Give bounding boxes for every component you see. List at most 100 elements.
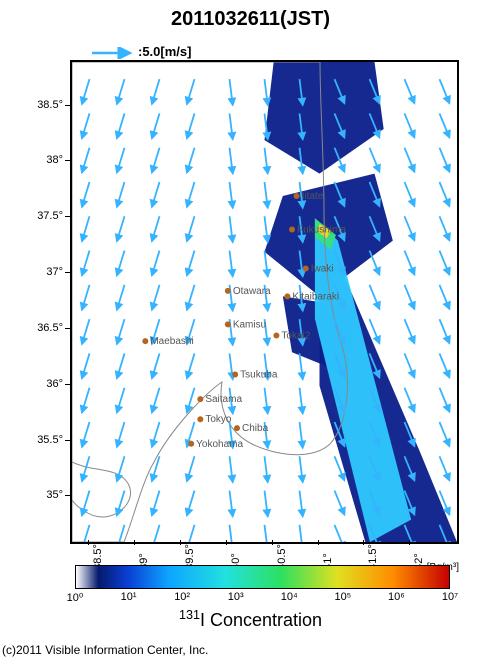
coastline-path: [72, 462, 131, 517]
y-tick: 37°: [23, 266, 63, 278]
wind-arrow: [152, 456, 160, 481]
wind-arrow: [405, 216, 415, 240]
wind-arrow: [152, 388, 160, 413]
figure-title: 2011032611(JST): [0, 8, 501, 31]
wind-arrow: [370, 148, 380, 172]
wind-arrow: [82, 388, 90, 413]
wind-arrow: [187, 456, 195, 481]
wind-arrow: [82, 285, 90, 310]
wind-arrow: [152, 353, 160, 378]
city-dot: [225, 288, 231, 294]
wind-arrow: [405, 319, 415, 343]
wind-arrow: [300, 353, 303, 379]
wind-arrow: [230, 353, 233, 379]
wind-arrow: [440, 353, 450, 377]
wind-arrow: [405, 251, 415, 275]
wind-arrow: [187, 388, 195, 413]
city-label: Otawara: [233, 286, 271, 297]
city-label: Maebashi: [150, 336, 193, 347]
wind-arrow: [440, 319, 450, 343]
city-label: Yokohama: [196, 439, 243, 450]
city-dot: [232, 372, 238, 378]
wind-arrow: [335, 491, 345, 515]
wind-arrow: [82, 148, 90, 173]
city-dot: [225, 321, 231, 327]
wind-arrow: [265, 182, 268, 208]
wind-arrow: [405, 182, 415, 206]
wind-arrow: [370, 285, 380, 309]
wind-arrow: [152, 525, 160, 542]
y-tick: 38.5°: [23, 99, 63, 111]
wind-arrow: [405, 353, 415, 377]
city-dot: [289, 226, 295, 232]
wind-arrow: [405, 148, 415, 172]
wind-arrow: [265, 216, 268, 242]
wind-arrow: [82, 353, 90, 378]
wind-arrow: [440, 79, 450, 103]
colorbar-ticks: 10⁰10¹10²10³10⁴10⁵10⁶10⁷: [75, 591, 450, 607]
wind-arrow: [405, 113, 415, 137]
wind-arrow: [230, 251, 233, 277]
city-label: Kitaibaraki: [292, 291, 339, 302]
city-dot: [188, 441, 194, 447]
wind-arrow: [117, 525, 125, 542]
map-frame: IitateFukushimaIwakiOtawaraKitaibarakiKa…: [70, 60, 459, 544]
y-tick: 35°: [23, 489, 63, 501]
city-label: Chiba: [242, 423, 269, 434]
city-dot: [303, 266, 309, 272]
figure-root: 2011032611(JST) :5.0[m/s] IitateFukushim…: [0, 0, 501, 659]
colorbar-tick: 10⁶: [388, 591, 405, 603]
wind-arrow: [152, 182, 160, 207]
wind-arrow: [187, 79, 195, 104]
axis-title: 131I Concentration: [0, 608, 501, 631]
wind-arrow: [187, 353, 195, 378]
wind-arrow: [230, 113, 233, 139]
wind-arrow: [117, 422, 125, 447]
wind-arrow: [300, 456, 303, 482]
wind-arrow: [82, 113, 90, 138]
wind-arrow: [152, 251, 160, 276]
colorbar-tick: 10⁴: [281, 591, 298, 603]
wind-arrow: [187, 251, 195, 276]
city-dot: [294, 193, 300, 199]
wind-scale-label: :5.0[m/s]: [138, 44, 191, 59]
city-label: Tokyo: [205, 414, 232, 425]
wind-arrow: [230, 456, 233, 482]
city-dot: [197, 396, 203, 402]
wind-arrow: [82, 251, 90, 276]
city-label: Iwaki: [311, 264, 334, 275]
wind-arrow: [265, 251, 268, 277]
city-label: Saitama: [205, 394, 242, 405]
plume-low: [265, 62, 384, 174]
wind-arrow: [440, 113, 450, 137]
colorbar-tick: 10⁵: [334, 591, 351, 603]
city-dot: [197, 416, 203, 422]
wind-arrow: [405, 388, 415, 412]
wind-arrow: [152, 148, 160, 173]
y-tick: 36°: [23, 378, 63, 390]
wind-arrow: [440, 456, 450, 480]
legend-arrow-icon: [90, 47, 134, 59]
city-label: Iitate: [302, 191, 324, 202]
wind-arrow: [117, 285, 125, 310]
wind-arrow: [300, 422, 303, 448]
isotope-mass: 131: [179, 608, 200, 622]
wind-arrow: [440, 422, 450, 446]
y-tick: 35.5°: [23, 434, 63, 446]
colorbar-tick: 10³: [228, 591, 244, 603]
wind-arrow: [230, 525, 233, 542]
wind-arrow: [187, 491, 195, 516]
wind-arrow: [335, 525, 345, 542]
wind-arrow: [117, 319, 125, 344]
colorbar: 10⁰10¹10²10³10⁴10⁵10⁶10⁷: [75, 565, 450, 607]
colorbar-tick: 10⁰: [67, 591, 84, 604]
wind-arrow: [230, 148, 233, 174]
wind-arrow: [82, 319, 90, 344]
wind-arrow: [117, 491, 125, 516]
wind-arrow: [152, 79, 160, 104]
wind-arrow: [82, 456, 90, 481]
wind-arrow: [152, 422, 160, 447]
wind-arrow: [82, 79, 90, 104]
wind-arrow: [440, 148, 450, 172]
city-dot: [284, 293, 290, 299]
